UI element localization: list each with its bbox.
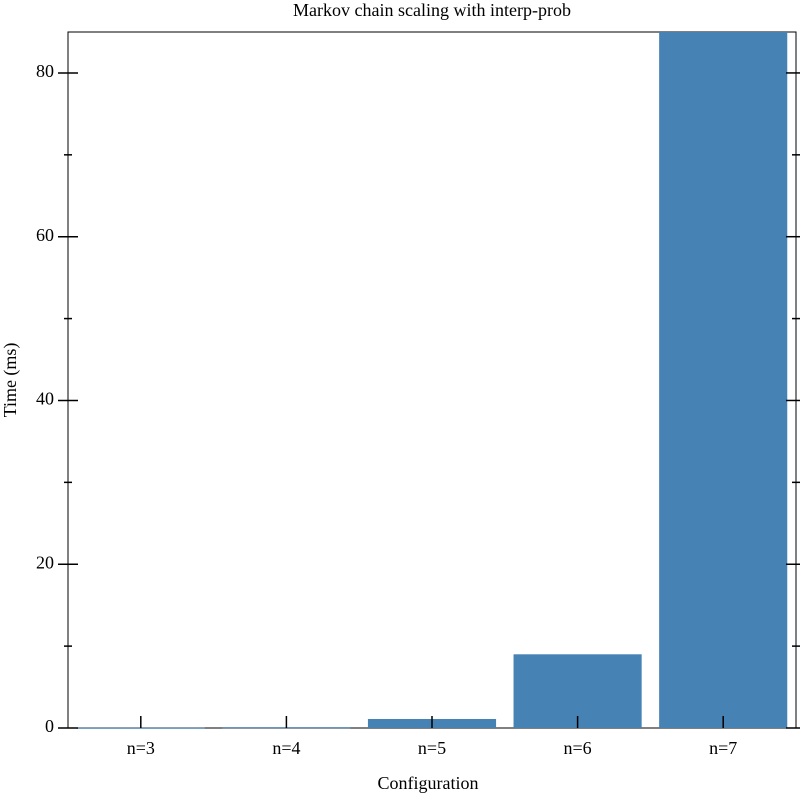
bar (76, 727, 205, 729)
x-tick-label: n=7 (709, 738, 737, 758)
y-axis-label: Time (ms) (0, 343, 21, 418)
x-axis-label: Configuration (378, 773, 479, 793)
chart-title: Markov chain scaling with interp-prob (293, 0, 571, 20)
y-tick-label: 0 (45, 716, 54, 736)
bar (659, 32, 788, 728)
x-tick-label: n=5 (418, 738, 446, 758)
y-tick-label: 80 (36, 61, 54, 81)
bar (513, 654, 642, 728)
x-tick-label: n=4 (272, 738, 300, 758)
y-tick-label: 60 (36, 225, 54, 245)
x-tick-label: n=3 (127, 738, 155, 758)
x-tick-label: n=6 (564, 738, 592, 758)
y-tick-label: 20 (36, 552, 54, 572)
y-tick-label: 40 (36, 389, 54, 409)
